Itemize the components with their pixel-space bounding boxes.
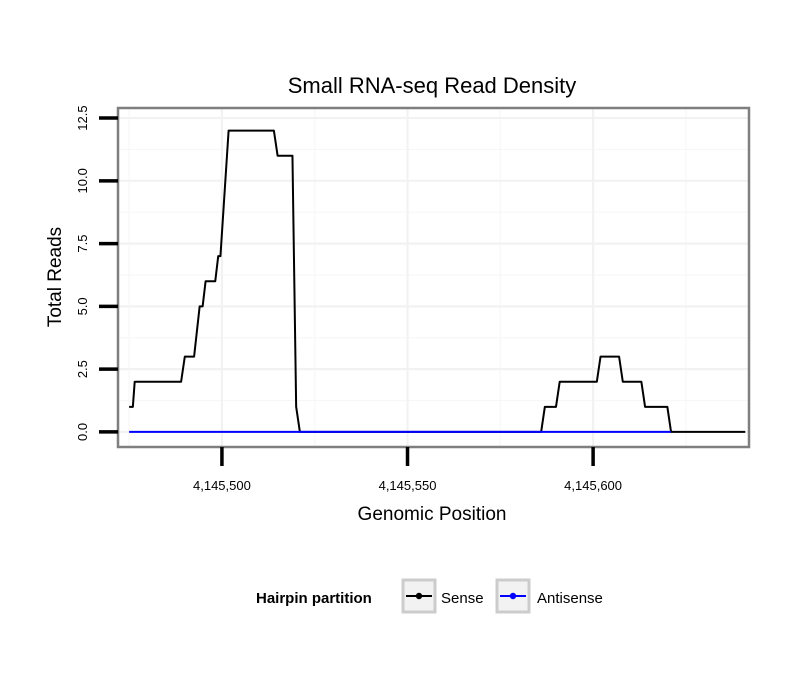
series-layer [129,129,746,433]
x-axis-title: Genomic Position [358,504,507,525]
plot-panel [118,108,749,447]
legend-label-antisense: Antisense [537,590,603,607]
legend-entry-antisense: Antisense [495,578,603,614]
legend-title: Hairpin partition [256,590,372,607]
y-tick-label: 5.0 [75,297,90,315]
x-tick-label: 4,145,550 [379,478,437,493]
y-tick-label: 2.5 [75,360,90,378]
x-tick-label: 4,145,500 [193,478,251,493]
y-tick-label: 10.0 [75,168,90,193]
plot-border [116,106,751,449]
legend-point-antisense [509,592,517,600]
legend-label-sense: Sense [441,590,484,607]
chart-title: Small RNA-seq Read Density [288,73,577,98]
gridlines [118,108,749,447]
series-line-sense [129,129,746,433]
y-tick-label: 0.0 [75,423,90,441]
y-tick-label: 7.5 [75,235,90,253]
legend-point-sense [415,592,423,600]
y-tick-label: 12.5 [75,105,90,130]
x-tick-label: 4,145,600 [564,478,622,493]
y-axis: 0.0 2.5 5.0 7.5 10.0 12.5 [75,105,118,441]
y-axis-title: Total Reads [45,227,66,327]
legend-entry-sense: Sense [401,578,484,614]
x-axis: 4,145,500 4,145,550 4,145,600 [193,447,622,493]
legend: Hairpin partition Sense Antisense [256,578,603,614]
